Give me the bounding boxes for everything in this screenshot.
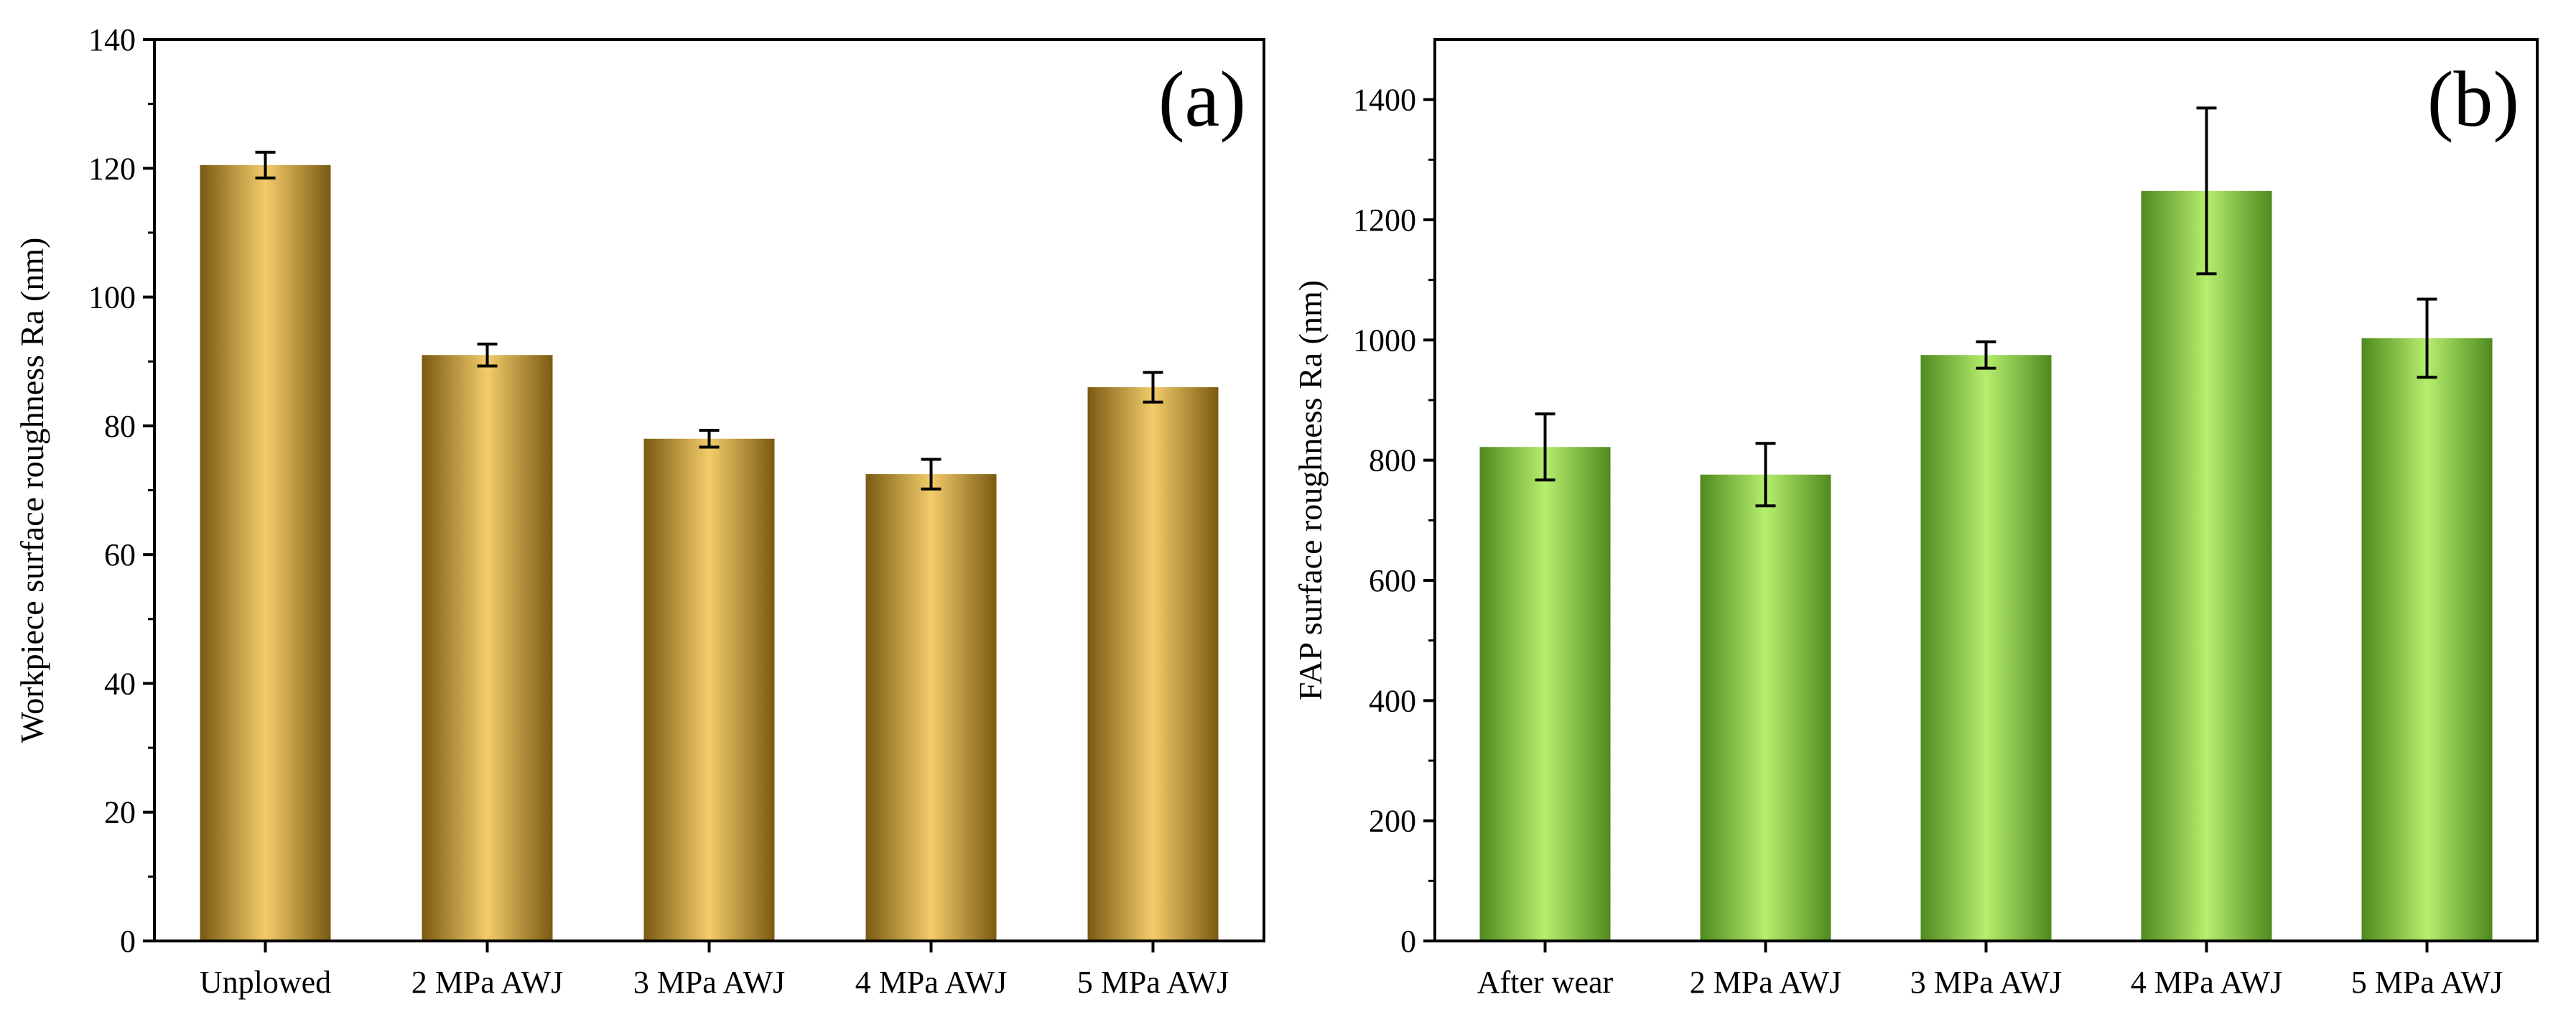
y-tick-label: 80 xyxy=(104,409,136,444)
y-tick-label: 1200 xyxy=(1353,203,1416,238)
x-tick-label: 2 MPa AWJ xyxy=(1690,965,1842,1000)
bar-5 xyxy=(2361,338,2493,941)
y-tick-label: 140 xyxy=(88,22,136,57)
bar-4 xyxy=(865,474,997,941)
x-tick-label: 5 MPa AWJ xyxy=(1077,965,1229,1000)
bar-3 xyxy=(1920,355,2052,941)
bar-1 xyxy=(1479,447,1611,941)
error-bar-1 xyxy=(1535,412,1556,482)
bar-2 xyxy=(422,355,553,941)
y-tick-label: 200 xyxy=(1369,804,1416,839)
error-bar-3 xyxy=(1976,340,1996,370)
y-tick-label: 60 xyxy=(104,537,136,572)
y-tick-label: 600 xyxy=(1369,563,1416,598)
error-bar-3 xyxy=(699,429,720,449)
error-bar-1 xyxy=(255,150,276,180)
y-tick-label: 20 xyxy=(104,795,136,830)
y-tick-label: 120 xyxy=(88,151,136,186)
bar-4 xyxy=(2141,190,2272,942)
y-tick-label: 1000 xyxy=(1353,323,1416,358)
error-bar-2 xyxy=(1755,442,1776,508)
error-bar-5 xyxy=(2417,297,2437,379)
bar-3 xyxy=(643,438,775,941)
y-tick-label: 0 xyxy=(1400,924,1416,959)
bar-5 xyxy=(1087,387,1219,941)
bar-2 xyxy=(1700,474,1831,941)
panel-label: (a) xyxy=(1158,55,1246,143)
x-tick-label: Unplowed xyxy=(200,965,331,1000)
x-tick-label: 4 MPa AWJ xyxy=(2131,965,2283,1000)
y-tick-label: 0 xyxy=(120,924,136,959)
error-bar-4 xyxy=(2196,106,2217,276)
bar-1 xyxy=(200,164,331,941)
y-tick-label: 100 xyxy=(88,280,136,315)
x-tick-label: 5 MPa AWJ xyxy=(2351,965,2503,1000)
y-tick-label: 40 xyxy=(104,666,136,701)
x-tick-label: 2 MPa AWJ xyxy=(411,965,564,1000)
panel-a: 0 20 40 60 80 100 120 140 Unplowed 2 MPa AWJ 3 MPa… xyxy=(14,22,1265,1000)
x-tick-label: 3 MPa AWJ xyxy=(1910,965,2063,1000)
x-tick-label: After wear xyxy=(1477,965,1614,1000)
x-tick-label: 3 MPa AWJ xyxy=(633,965,786,1000)
x-tick-label: 4 MPa AWJ xyxy=(855,965,1008,1000)
y-tick-label: 1400 xyxy=(1353,83,1416,118)
error-bar-5 xyxy=(1143,371,1163,404)
y-tick-label: 400 xyxy=(1369,683,1416,718)
panel-label: (b) xyxy=(2427,55,2519,143)
error-bar-2 xyxy=(477,343,498,368)
panel-b: 0 200 400 600 800 1000 1200 1400 After wear 2 MPa… xyxy=(1292,38,2539,1000)
y-axis-title: FAP surface roughness Ra (nm) xyxy=(1292,280,1329,700)
error-bar-4 xyxy=(921,458,941,491)
y-axis-title: Workpiece surface roughness Ra (nm) xyxy=(14,238,50,743)
y-tick-label: 800 xyxy=(1369,443,1416,478)
